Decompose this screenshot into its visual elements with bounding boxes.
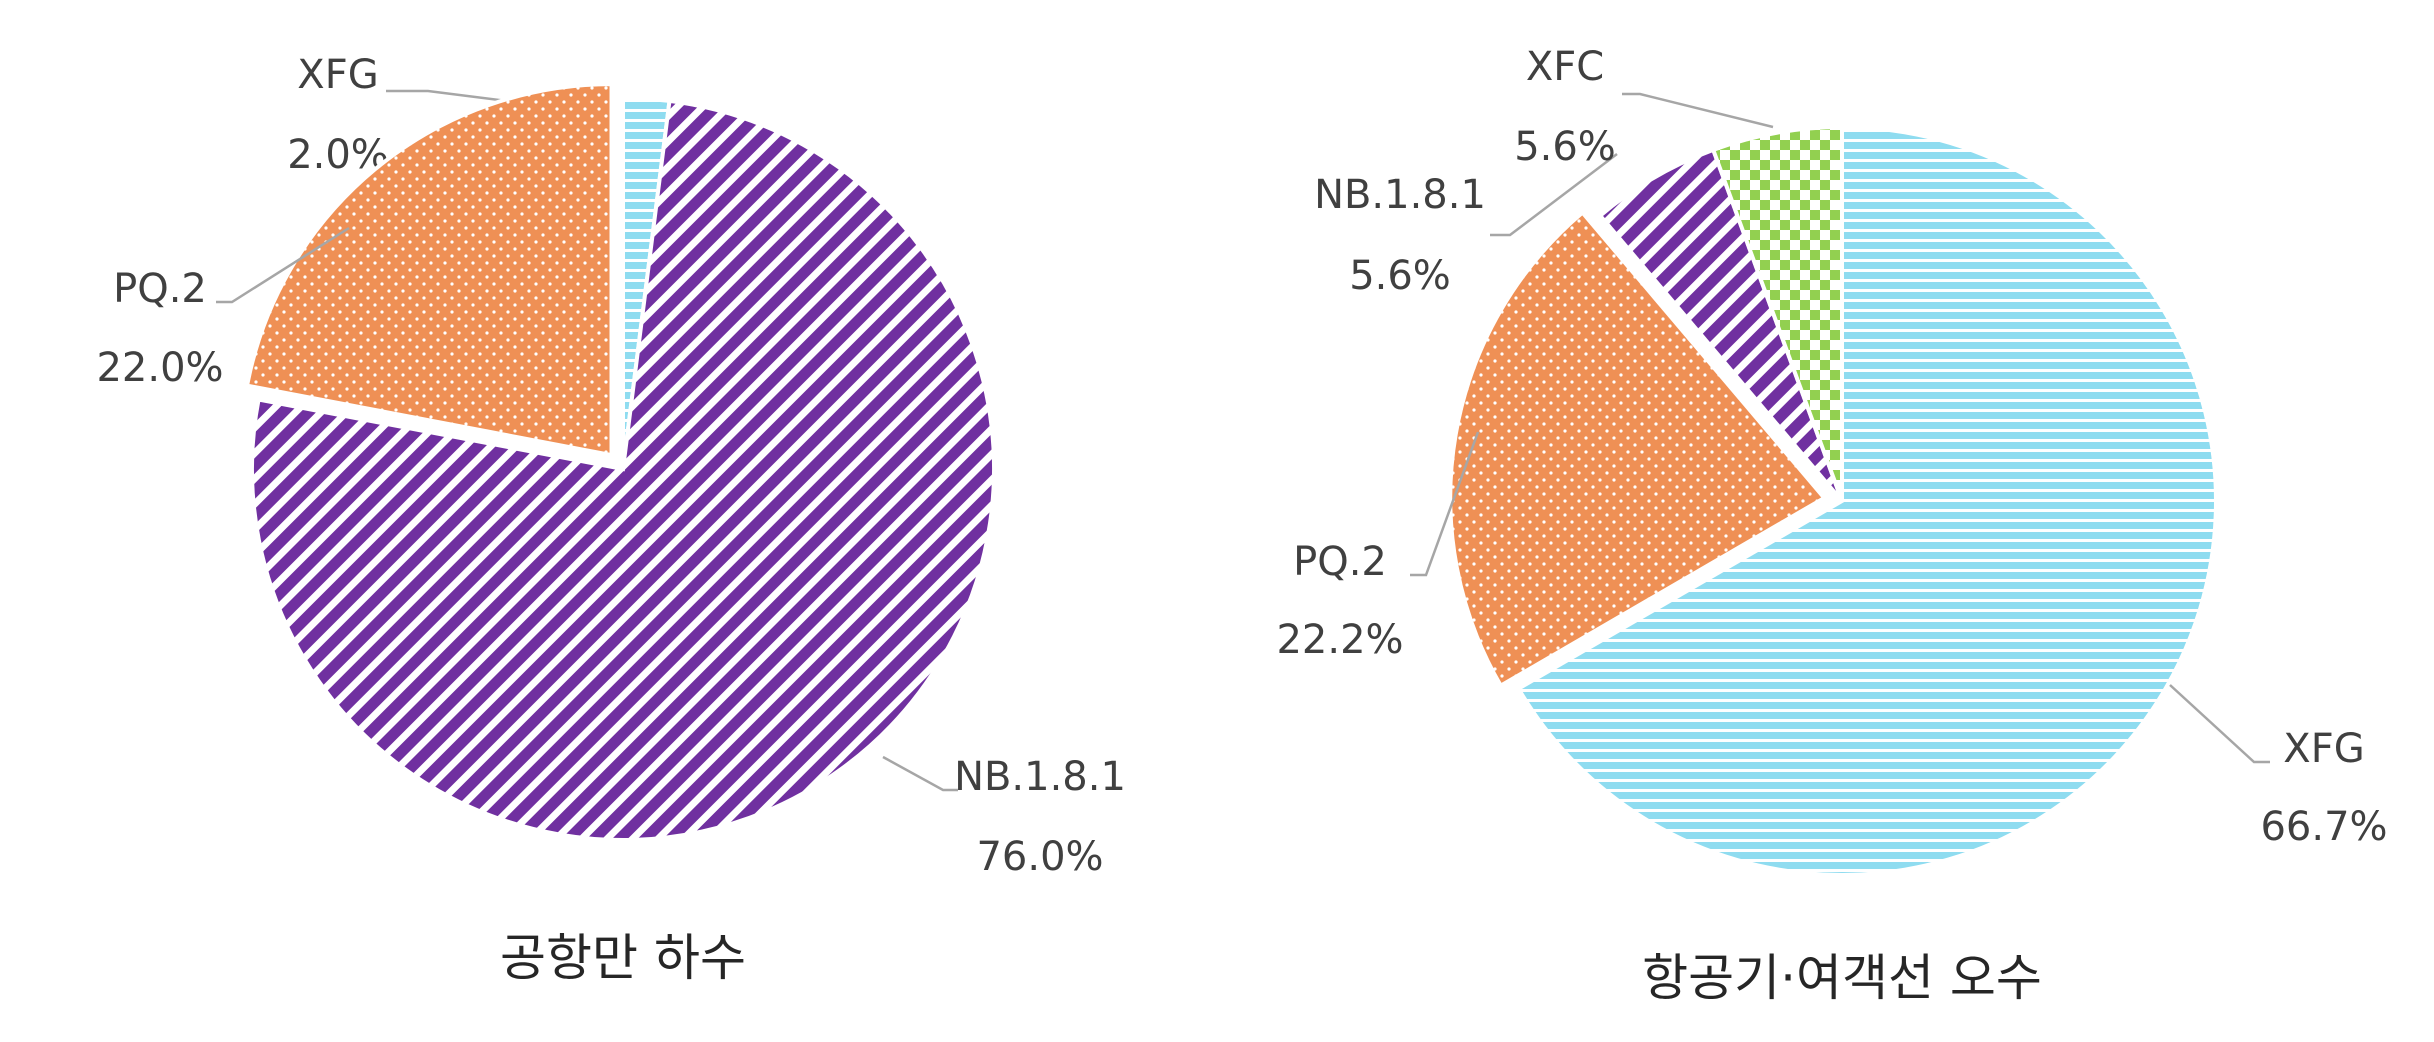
slice-pq-2-label: PQ.2	[113, 266, 207, 312]
slice-xfc-label: XFC	[1526, 44, 1604, 90]
slice-pq-2-value: 22.2%	[1276, 617, 1403, 663]
slice-nb-1-8-1	[1597, 147, 1844, 503]
slice-xfg-label: XFG	[297, 52, 378, 98]
slice-nb-1-8-1-leader-line	[882, 755, 958, 792]
chart-title: 공항만 하수	[500, 929, 746, 987]
slice-pq-2	[1448, 209, 1828, 689]
slice-nb-1-8-1-label: NB.1.8.1	[1314, 172, 1486, 218]
slice-pq-2-leader-line	[216, 226, 350, 304]
slice-xfc-leader-line	[1622, 92, 1774, 129]
aircraft-ship-wastewater-pie: XFG 66.7% PQ.2 22.2% NB.1.8.1 5.6% XFC 5.6% 항공기·…	[1276, 44, 2387, 1007]
slice-pq-2-label: PQ.2	[1293, 539, 1387, 585]
slice-xfc	[1710, 124, 1844, 502]
slice-xfg	[1515, 124, 2218, 877]
slice-nb-1-8-1-leader-line	[1490, 153, 1618, 237]
slice-xfg-label: XFG	[2283, 726, 2364, 772]
slice-pq-2	[244, 82, 614, 458]
slice-pq-2-leader-line	[1410, 431, 1480, 577]
chart-title: 항공기·여객선 오수	[1642, 949, 2042, 1007]
slice-xfg-leader-line	[2169, 684, 2270, 764]
slice-pq-2-value: 22.0%	[96, 345, 223, 391]
slice-nb-1-8-1-value: 5.6%	[1349, 253, 1451, 299]
slice-xfc-value: 5.6%	[1514, 124, 1616, 170]
slice-nb-1-8-1	[250, 98, 996, 842]
slice-nb-1-8-1-label: NB.1.8.1	[954, 754, 1126, 800]
slice-xfg-value: 66.7%	[2260, 804, 2387, 850]
slice-nb-1-8-1-value: 76.0%	[976, 834, 1103, 880]
